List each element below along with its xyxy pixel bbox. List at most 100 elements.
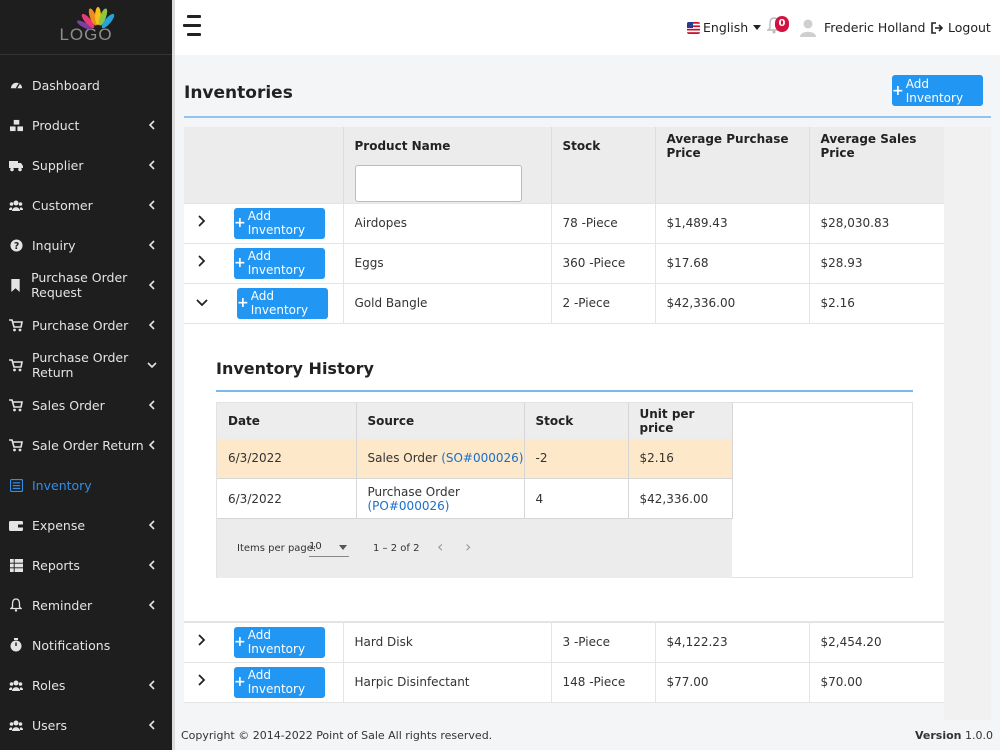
expand-row-icon[interactable] [192,633,212,650]
sidebar-item-reminder[interactable]: Reminder [0,585,172,625]
sidebar-item-supplier[interactable]: Supplier [0,145,172,185]
sidebar-item-label: Users [32,717,68,733]
sidebar-item-label: Supplier [32,157,84,173]
inventory-history-table: Date Source Stock Unit per price 6/3/202… [217,402,733,519]
column-header-product-name[interactable]: Product Name [343,127,552,164]
question-icon: ? [9,238,23,252]
sidebar-item-label: Expense [32,517,86,533]
stopwatch-icon [9,638,23,652]
logout-button[interactable]: Logout [931,20,991,35]
list-icon [9,478,23,492]
row-add-inventory-button[interactable]: + Add Inventory [237,287,328,319]
logout-label: Logout [948,20,991,35]
cart-icon [9,438,23,452]
plus-icon: + [234,215,246,231]
filter-cell-empty [184,164,344,204]
row-add-inventory-button[interactable]: + Add Inventory [234,207,325,239]
row-add-inventory-label: Add Inventory [250,289,309,317]
row-add-inventory-button[interactable]: + Add Inventory [234,626,325,658]
sidebar-item-purchase-order-return[interactable]: Purchase Order Return [0,345,172,385]
chevron-left-icon [145,118,159,132]
avg-purchase-price-cell: $1,489.43 [655,203,810,244]
language-selector[interactable]: English [687,20,762,35]
column-header-avg-purchase-price[interactable]: Average Purchase Price [655,127,810,164]
sidebar-item-label: Purchase Order [32,317,129,333]
product-name-cell: Eggs [343,243,552,284]
sidebar: LOGO Dashboard Product Supplier Customer? In… [0,0,172,750]
avg-sales-price-cell: $2.16 [809,283,945,324]
row-add-inventory-button[interactable]: + Add Inventory [234,247,325,279]
sidebar-item-product[interactable]: Product [0,105,172,145]
sidebar-item-users[interactable]: Users [0,705,172,745]
chevron-left-icon [145,438,159,452]
avatar[interactable] [800,19,816,37]
actions-cell: + Add Inventory [184,243,344,284]
table-row: + Add Inventory Hard Disk 3 -Piece $4,122.23… [184,622,945,663]
sidebar-item-notifications[interactable]: Notifications [0,625,172,665]
plus-icon: + [234,255,246,271]
next-page-icon[interactable]: › [465,536,472,556]
actions-cell: + Add Inventory [184,283,344,324]
filter-cell-empty [551,164,656,204]
sidebar-item-label: Notifications [32,637,111,653]
sidebar-item-label: Inventory [32,477,92,493]
expand-row-icon[interactable] [192,673,212,690]
user-name[interactable]: Frederic Holland [824,20,926,35]
sidebar-item-customer[interactable]: Customer [0,185,172,225]
sidebar-item-roles[interactable]: Roles [0,665,172,705]
sidebar-item-sales-order[interactable]: Sales Order [0,385,172,425]
users-icon [9,718,23,732]
sidebar-item-dashboard[interactable]: Dashboard [0,65,172,105]
avg-purchase-price-cell: $42,336.00 [655,283,810,324]
history-header-source[interactable]: Source [356,402,525,439]
inventory-table: Product Name Stock Average Purchase Pric… [184,127,945,703]
sidebar-item-label: Purchase Order Request [31,270,128,300]
history-stock-cell: -2 [524,438,629,479]
wallet-icon [9,518,23,532]
history-header-date[interactable]: Date [217,402,357,439]
sidebar-item-purchase-order-request[interactable]: Purchase Order Request [0,265,172,305]
inventory-history-panel: Inventory History Date Source [184,323,944,622]
history-date-cell: 6/3/2022 [217,438,357,479]
previous-page-icon[interactable]: ‹ [437,536,444,556]
inventory-history-title: Inventory History [216,358,374,378]
expand-row-icon[interactable] [192,254,212,271]
sidebar-item-label: Product [32,117,80,133]
sidebar-scrollbar[interactable] [172,0,175,750]
sidebar-item-label: Inquiry [32,237,76,253]
row-add-inventory-button[interactable]: + Add Inventory [234,666,325,698]
avg-sales-price-cell: $28.93 [809,243,945,284]
cart-icon [9,398,23,412]
expand-row-icon[interactable] [192,214,212,231]
column-header-stock[interactable]: Stock [551,127,656,164]
history-source-label: Sales Order [367,451,438,466]
sidebar-item-inventory[interactable]: Inventory [0,465,172,505]
items-per-page-select[interactable]: 10 [309,541,349,557]
chevron-left-icon [145,318,159,332]
sign-out-icon [931,21,944,34]
add-inventory-button[interactable]: + Add Inventory [892,75,983,106]
column-header-avg-sales-price[interactable]: Average Sales Price [809,127,945,164]
avg-purchase-price-cell: $77.00 [655,662,810,703]
product-name-cell: Hard Disk [343,622,552,663]
history-source-link[interactable]: (SO#000026) [441,451,524,466]
product-name-filter-input[interactable] [354,164,522,202]
sidebar-item-expense[interactable]: Expense [0,505,172,545]
history-row: 6/3/2022 Purchase Order (PO#000026) 4 $42,3… [217,478,733,519]
collapse-row-icon[interactable] [192,295,212,311]
add-inventory-label: Add Inventory [905,76,964,105]
menu-toggle-icon[interactable] [183,15,203,37]
filter-cell-empty [655,164,810,204]
caret-down-icon [753,25,762,30]
topbar: English 0 Frederic Holland Logout [175,0,1000,55]
history-source-link[interactable]: (PO#000026) [367,498,450,513]
sidebar-item-inquiry[interactable]: ? Inquiry [0,225,172,265]
table-scrollbar[interactable] [944,127,991,720]
sidebar-item-sale-order-return[interactable]: Sale Order Return [0,425,172,465]
sidebar-item-reports[interactable]: Reports [0,545,172,585]
language-label: English [703,20,749,35]
sidebar-item-purchase-order[interactable]: Purchase Order [0,305,172,345]
history-header-stock[interactable]: Stock [524,402,629,439]
history-header-unit-price[interactable]: Unit per price [628,402,733,439]
logo[interactable]: LOGO [0,0,172,55]
